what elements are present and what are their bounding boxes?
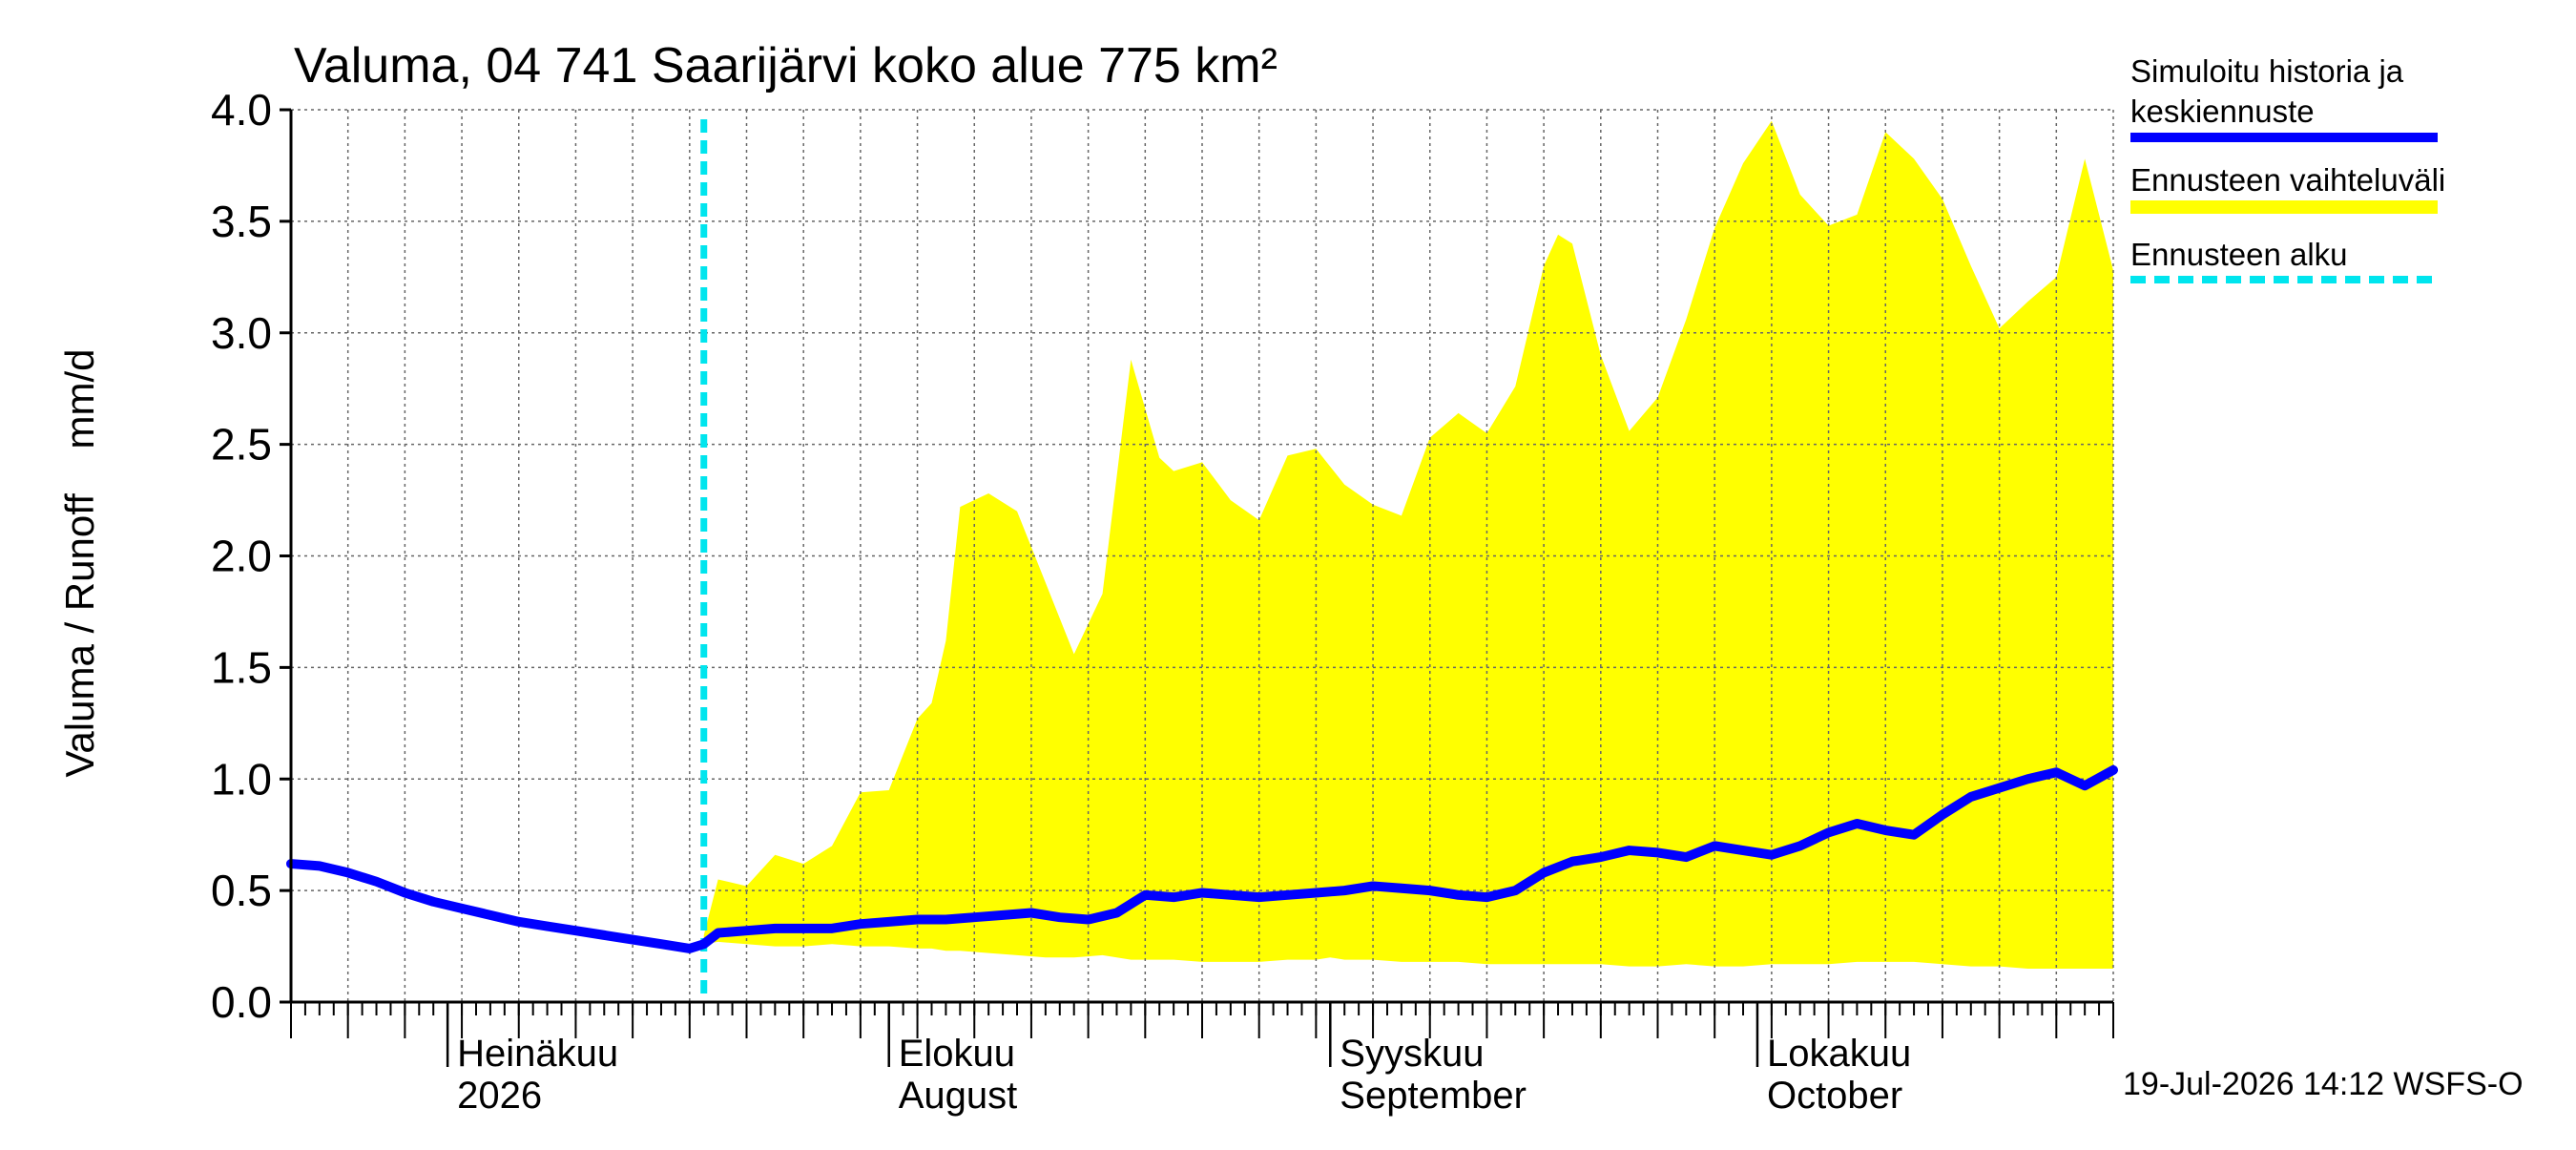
y-tick-label: 2.0 <box>211 532 272 581</box>
legend-label-forecast-start: Ennusteen alku <box>2130 237 2348 272</box>
forecast-range-band <box>703 120 2113 969</box>
y-tick-label: 1.0 <box>211 754 272 804</box>
legend-swatch-range <box>2130 200 2438 214</box>
y-tick-label: 4.0 <box>211 85 272 135</box>
legend-label-range: Ennusteen vaihteluväli <box>2130 162 2445 198</box>
x-month-sublabel: September <box>1340 1075 1527 1117</box>
x-month-label: Elokuu <box>899 1033 1015 1075</box>
legend-layer: Simuloitu historia ja keskiennuste Ennuste… <box>2130 53 2445 283</box>
legend-label-median: Simuloitu historia ja <box>2130 53 2404 89</box>
median-forecast-line <box>286 764 2118 953</box>
x-month-sublabel: 2026 <box>457 1075 542 1117</box>
x-month-label: Syyskuu <box>1340 1033 1484 1075</box>
y-axis-label: Valuma / Runoff mm/d <box>57 349 102 778</box>
x-month-label: Heinäkuu <box>457 1033 618 1075</box>
y-tick-label: 3.5 <box>211 197 272 246</box>
median-line-layer <box>286 764 2118 953</box>
chart-title: Valuma, 04 741 Saarijärvi koko alue 775 … <box>294 38 1278 94</box>
y-tick-label: 1.5 <box>211 642 272 692</box>
y-tick-label: 3.0 <box>211 308 272 358</box>
y-tick-label: 2.5 <box>211 420 272 470</box>
legend-label-median: keskiennuste <box>2130 94 2315 129</box>
y-tick-label: 0.5 <box>211 866 272 915</box>
forecast-range-layer <box>703 120 2113 969</box>
y-tick-label: 0.0 <box>211 977 272 1027</box>
timestamp-footer: 19-Jul-2026 14:12 WSFS-O <box>2123 1066 2524 1102</box>
x-month-label: Lokakuu <box>1767 1033 1911 1075</box>
x-month-sublabel: August <box>899 1075 1018 1117</box>
x-month-sublabel: October <box>1767 1075 1902 1117</box>
